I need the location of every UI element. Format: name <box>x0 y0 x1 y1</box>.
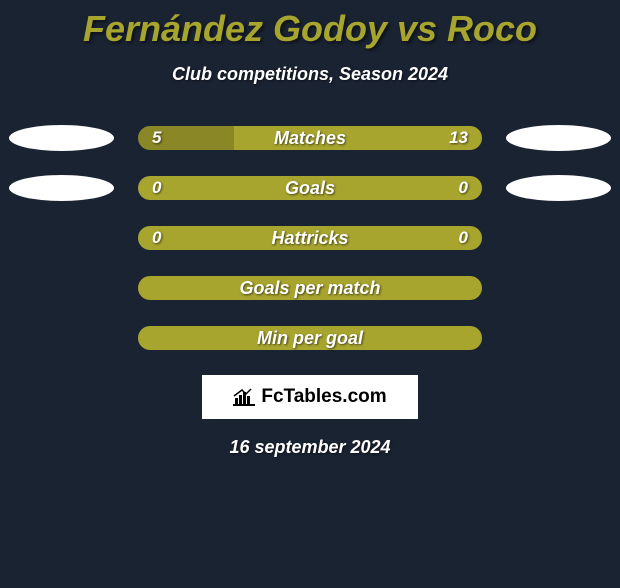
club-logo-right <box>506 125 611 151</box>
value-left: 5 <box>152 126 161 150</box>
club-logo-right <box>506 175 611 201</box>
comparison-row: 00Hattricks <box>0 225 620 251</box>
value-right: 13 <box>449 126 468 150</box>
club-logo-left <box>9 175 114 201</box>
stat-bar: 00Goals <box>138 176 482 200</box>
comparison-row: 00Goals <box>0 175 620 201</box>
stat-bar: Min per goal <box>138 326 482 350</box>
chart-icon <box>233 388 255 406</box>
value-left: 0 <box>152 226 161 250</box>
value-left: 0 <box>152 176 161 200</box>
brand-text: FcTables.com <box>261 386 386 408</box>
value-right: 0 <box>459 226 468 250</box>
comparison-row: Goals per match <box>0 275 620 301</box>
stat-bar: 00Hattricks <box>138 226 482 250</box>
stat-bar: 513Matches <box>138 126 482 150</box>
comparison-row: Min per goal <box>0 325 620 351</box>
comparison-rows: 513Matches00Goals00HattricksGoals per ma… <box>0 125 620 351</box>
page-title: Fernández Godoy vs Roco <box>0 8 620 50</box>
comparison-row: 513Matches <box>0 125 620 151</box>
timestamp: 16 september 2024 <box>0 437 620 458</box>
club-logo-left <box>9 125 114 151</box>
subtitle: Club competitions, Season 2024 <box>0 64 620 85</box>
value-right: 0 <box>459 176 468 200</box>
stat-bar: Goals per match <box>138 276 482 300</box>
brand-badge: FcTables.com <box>202 375 418 419</box>
